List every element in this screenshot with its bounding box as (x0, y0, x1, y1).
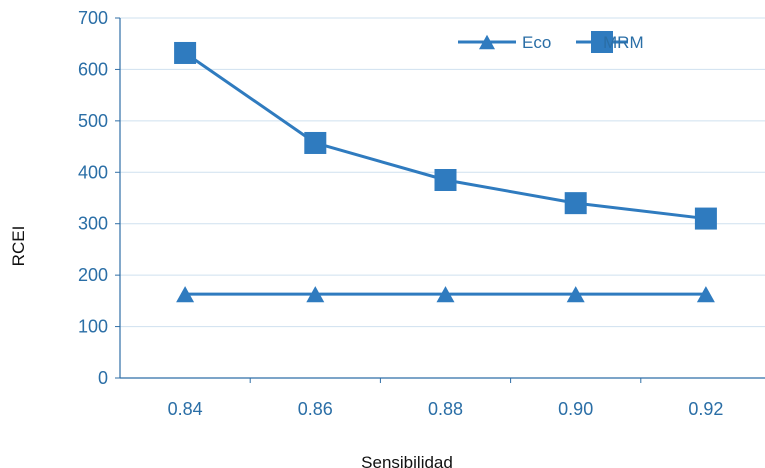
legend: Eco MRM (458, 31, 644, 53)
point-mrm (304, 131, 327, 154)
point-eco (306, 286, 325, 303)
legend-label-mrm: MRM (603, 33, 644, 52)
y-tick-label: 700 (78, 8, 108, 28)
grid-lines (120, 17, 765, 328)
point-mrm (694, 207, 717, 230)
legend-marker-mrm (591, 31, 613, 53)
y-tick-label: 400 (78, 162, 108, 182)
point-mrm (434, 169, 457, 191)
y-axis-title: RCEI (9, 226, 28, 267)
point-eco (176, 286, 195, 303)
series-layer (174, 41, 717, 303)
y-tick-label: 500 (78, 111, 108, 131)
legend-label-eco: Eco (522, 33, 551, 52)
point-mrm (174, 41, 197, 64)
y-tick-label: 100 (78, 317, 108, 337)
point-eco (436, 286, 455, 303)
y-tick-label: 200 (78, 265, 108, 285)
y-tick-label: 300 (78, 214, 108, 234)
legend-marker-eco (479, 34, 495, 50)
x-tick-label: 0.86 (298, 399, 333, 419)
y-tick-label: 600 (78, 59, 108, 79)
point-mrm (564, 192, 587, 215)
series-line-mrm (184, 51, 707, 221)
point-eco (696, 286, 715, 303)
x-tick-label: 0.90 (558, 399, 593, 419)
point-eco (566, 286, 585, 303)
axes: 0 100 200 300 400 500 600 700 0.84 0.86 0.88 0.90 0.… (78, 8, 765, 419)
x-tick-label: 0.84 (168, 399, 203, 419)
y-tick-label: 0 (98, 368, 108, 388)
x-axis-title: Sensibilidad (361, 453, 453, 468)
x-tick-label: 0.92 (688, 399, 723, 419)
x-tick-label: 0.88 (428, 399, 463, 419)
